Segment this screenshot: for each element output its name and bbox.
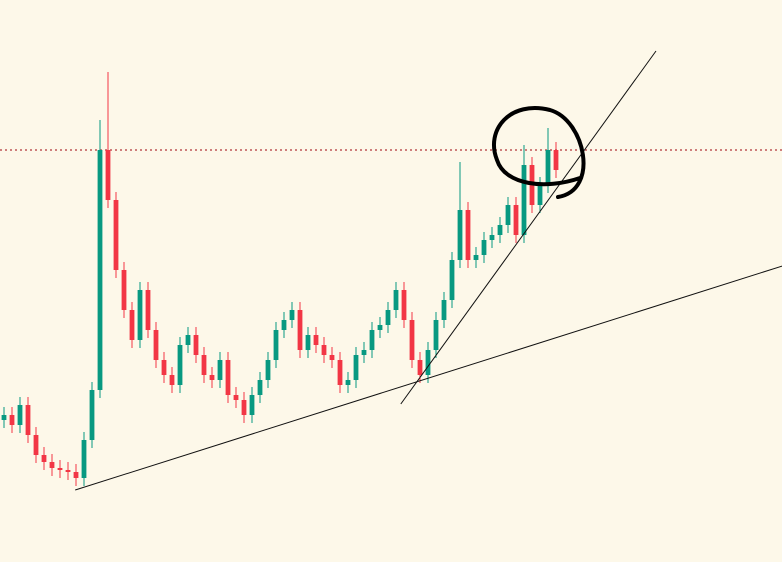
candle-body xyxy=(377,325,383,330)
candle-body xyxy=(97,150,103,390)
candle-body xyxy=(537,185,543,205)
candle-body xyxy=(457,210,463,260)
candle-body xyxy=(393,290,399,310)
candle-body xyxy=(553,150,559,170)
candle-body xyxy=(545,150,551,185)
candle-body xyxy=(1,415,7,420)
candle-body xyxy=(201,355,207,375)
candle-body xyxy=(369,330,375,350)
candle-body xyxy=(353,355,359,380)
candle-body xyxy=(337,360,343,385)
candle-body xyxy=(257,380,263,395)
candle-body xyxy=(233,395,239,400)
candle-body xyxy=(217,360,223,380)
candle-body xyxy=(225,360,231,395)
candle-body xyxy=(465,210,471,260)
candle-body xyxy=(513,205,519,235)
candle-body xyxy=(153,330,159,360)
candle-body xyxy=(145,290,151,330)
circle-annotation xyxy=(491,106,586,199)
candle-body xyxy=(521,165,527,235)
candle-body xyxy=(417,360,423,375)
candle-body xyxy=(193,335,199,355)
candle-body xyxy=(209,375,215,380)
candle-body xyxy=(321,345,327,355)
candle-body xyxy=(401,290,407,320)
candle-body xyxy=(89,390,95,440)
candle-body xyxy=(185,335,191,345)
trendline xyxy=(75,265,782,491)
candle-body xyxy=(385,310,391,325)
candle-body xyxy=(297,310,303,350)
candle-body xyxy=(473,255,479,260)
candle-body xyxy=(409,320,415,360)
candle-body xyxy=(441,300,447,320)
candle-body xyxy=(449,260,455,300)
candle-body xyxy=(289,310,295,320)
candle-body xyxy=(41,455,47,462)
candle-body xyxy=(265,360,271,380)
candle-body xyxy=(305,335,311,350)
candle-body xyxy=(329,355,335,360)
candle-body xyxy=(105,150,111,200)
candle-body xyxy=(249,395,255,415)
candle-body xyxy=(137,290,143,340)
candle-body xyxy=(65,470,71,472)
candle-body xyxy=(361,350,367,355)
candle-body xyxy=(313,335,319,345)
candle-body xyxy=(505,205,511,225)
trendline xyxy=(400,50,657,405)
candle-body xyxy=(169,375,175,385)
candle-body xyxy=(497,225,503,235)
candle-body xyxy=(481,240,487,255)
candle-body xyxy=(281,320,287,330)
plot-area xyxy=(0,50,782,491)
candle-body xyxy=(57,468,63,470)
candle-body xyxy=(17,405,23,425)
candle-body xyxy=(433,320,439,350)
candle-body xyxy=(73,472,79,478)
candle-body xyxy=(121,270,127,310)
candle-body xyxy=(49,462,55,468)
candle-body xyxy=(33,435,39,455)
candle-body xyxy=(489,235,495,240)
candle-body xyxy=(425,350,431,375)
candle-body xyxy=(345,380,351,385)
candle-body xyxy=(161,360,167,375)
candle-body xyxy=(25,405,31,435)
candle-body xyxy=(9,415,15,425)
candle-body xyxy=(129,310,135,340)
candle-body xyxy=(241,400,247,415)
candle-body xyxy=(113,200,119,270)
candle-body xyxy=(81,440,87,478)
candle-body xyxy=(273,330,279,360)
candle-body xyxy=(177,345,183,385)
